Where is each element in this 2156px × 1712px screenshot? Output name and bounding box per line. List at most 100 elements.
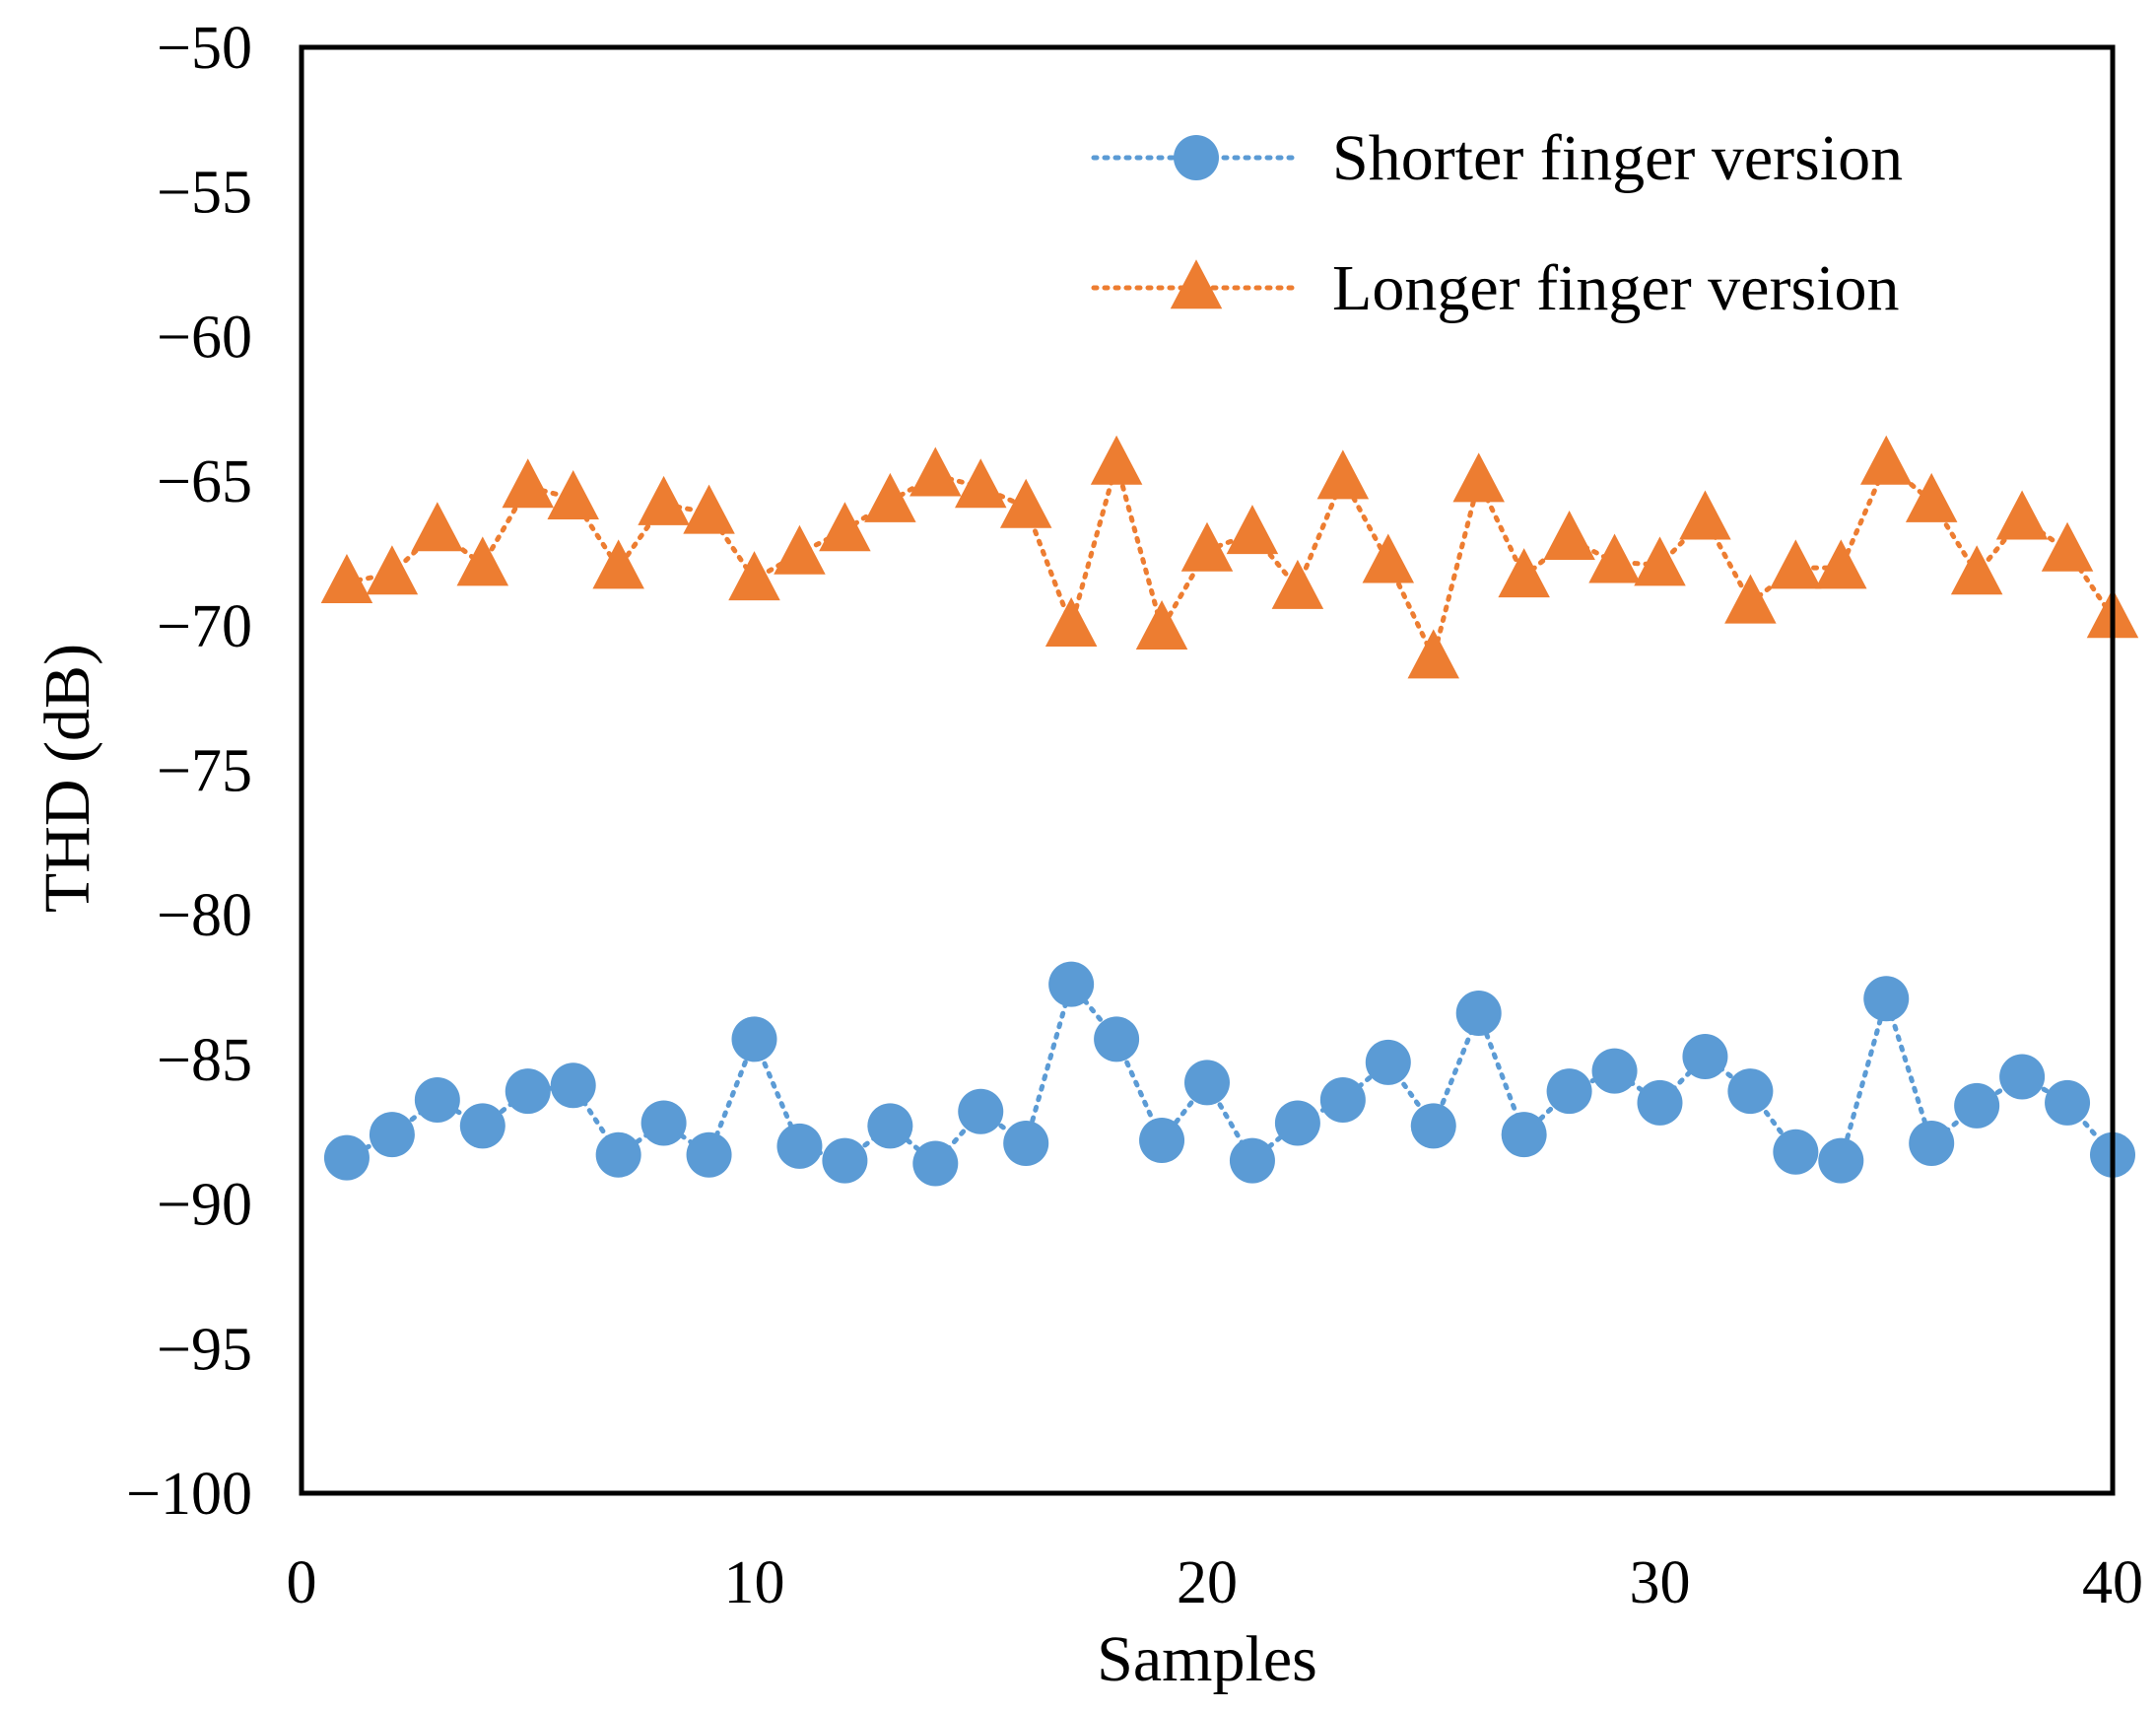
shorter-data-point xyxy=(1003,1120,1049,1166)
longer-data-point xyxy=(1679,490,1731,540)
longer-data-point xyxy=(683,484,735,534)
y-tick-label: −85 xyxy=(157,1027,252,1094)
longer-data-point xyxy=(1905,472,1958,522)
legend-circle-marker xyxy=(1174,135,1219,180)
series-lines xyxy=(344,454,2116,1168)
shorter-data-point xyxy=(1682,1033,1728,1079)
longer-data-point xyxy=(728,551,780,601)
shorter-data-point xyxy=(1319,1076,1366,1123)
longer-data-point xyxy=(1995,490,2049,540)
shorter-data-point xyxy=(1546,1068,1592,1115)
shorter-data-point xyxy=(505,1068,551,1115)
longer-data-point xyxy=(502,458,554,509)
longer-data-point xyxy=(1316,449,1370,500)
longer-data-point xyxy=(910,446,962,497)
legend-triangle-marker xyxy=(1170,259,1223,309)
longer-data-point xyxy=(366,545,419,595)
longer-data-point xyxy=(819,502,871,552)
longer-data-point xyxy=(864,472,916,522)
x-tick-label: 40 xyxy=(2082,1549,2143,1616)
longer-data-point xyxy=(1498,548,1550,598)
shorter-data-point xyxy=(1094,1016,1140,1062)
x-tick-label: 0 xyxy=(287,1549,317,1616)
longer-data-point xyxy=(1407,629,1459,679)
shorter-data-point xyxy=(822,1137,868,1184)
longer-data-point xyxy=(1090,435,1143,485)
y-tick-label: −95 xyxy=(157,1316,252,1383)
y-tick-label: −70 xyxy=(157,593,252,660)
x-axis-title: Samples xyxy=(1097,1623,1317,1695)
plot-frame xyxy=(299,44,2116,1496)
shorter-data-point xyxy=(1999,1054,2046,1100)
series-markers xyxy=(320,435,2139,1187)
shorter-data-point xyxy=(1184,1060,1230,1106)
legend: Shorter finger version Longer finger vers… xyxy=(1091,122,1903,324)
shorter-data-point xyxy=(414,1076,460,1123)
longer-data-point xyxy=(1362,533,1415,583)
longer-data-point xyxy=(1180,521,1234,572)
longer-data-point xyxy=(456,536,509,586)
legend-item: Shorter finger version xyxy=(1091,122,1903,194)
shorter-data-point xyxy=(867,1103,913,1149)
x-tick-label: 10 xyxy=(724,1549,785,1616)
shorter-data-point xyxy=(459,1103,505,1149)
longer-data-point xyxy=(2041,521,2094,572)
longer-data-point xyxy=(1860,435,1913,485)
shorter-data-point xyxy=(550,1062,596,1109)
longer-data-point xyxy=(1271,559,1324,609)
shorter-data-point xyxy=(731,1016,777,1062)
shorter-data-point xyxy=(1863,976,1910,1022)
longer-data-point xyxy=(1452,452,1505,503)
axis-labels: −100 −95 −90 −85 −80 −75 −70 −65 −60 −55 −50 0 10 20 3… xyxy=(32,15,2143,1695)
y-tick-label: −60 xyxy=(157,304,252,371)
longer-data-point xyxy=(1950,545,2003,595)
y-tick-label: −100 xyxy=(126,1461,252,1528)
y-tick-label: −50 xyxy=(157,15,252,82)
longer-data-point xyxy=(320,554,373,604)
y-tick-label: −75 xyxy=(157,738,252,805)
shorter-data-point xyxy=(2045,1079,2091,1126)
shorter-data-point xyxy=(1909,1120,1955,1166)
longer-data-point xyxy=(999,478,1052,528)
shorter-data-point xyxy=(1410,1103,1456,1149)
longer-data-point xyxy=(955,458,1007,509)
longer-data-point xyxy=(1135,599,1188,650)
longer-data-point xyxy=(1543,511,1595,561)
longer-data-point xyxy=(1044,597,1098,648)
shorter-series-line xyxy=(344,979,2116,1168)
shorter-data-point xyxy=(595,1131,641,1178)
longer-series-line xyxy=(344,454,2116,665)
y-tick-label: −80 xyxy=(157,882,252,949)
longer-data-point xyxy=(411,502,464,552)
shorter-data-point xyxy=(686,1131,732,1178)
longer-data-point xyxy=(1815,539,1867,589)
longer-data-point xyxy=(774,524,826,575)
longer-data-point xyxy=(1588,533,1641,583)
legend-label: Longer finger version xyxy=(1332,252,1899,324)
shorter-data-point xyxy=(958,1088,1004,1134)
y-axis-title: THD (dB) xyxy=(32,644,103,913)
shorter-data-point xyxy=(912,1140,959,1187)
longer-data-point xyxy=(1634,536,1686,586)
shorter-data-point xyxy=(1229,1137,1275,1184)
y-tick-label: −90 xyxy=(157,1172,252,1239)
longer-data-point xyxy=(592,539,644,589)
longer-data-point xyxy=(1226,505,1279,555)
x-tick-label: 20 xyxy=(1177,1549,1238,1616)
shorter-data-point xyxy=(1501,1112,1547,1158)
shorter-data-point xyxy=(1455,990,1502,1036)
longer-data-point xyxy=(1724,574,1777,624)
shorter-data-point xyxy=(776,1123,823,1169)
shorter-data-point xyxy=(1954,1082,2000,1129)
y-tick-label: −65 xyxy=(157,448,252,515)
shorter-data-point xyxy=(1818,1137,1864,1184)
shorter-data-point xyxy=(369,1112,415,1158)
shorter-data-point xyxy=(1773,1129,1819,1175)
longer-data-point xyxy=(1770,539,1822,589)
longer-data-point xyxy=(547,469,599,519)
shorter-data-point xyxy=(1591,1048,1638,1094)
shorter-data-point xyxy=(1637,1079,1683,1126)
shorter-data-point xyxy=(323,1134,370,1181)
